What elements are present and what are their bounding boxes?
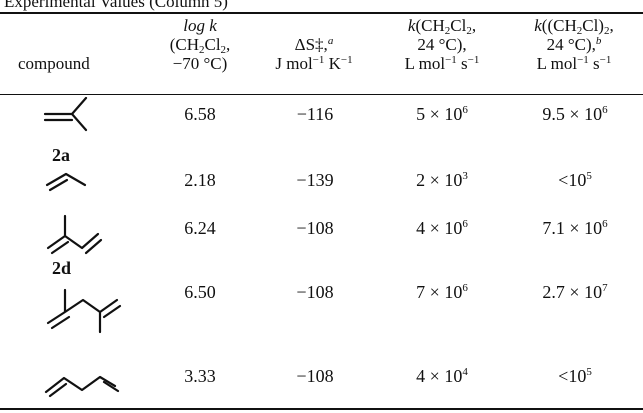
cell-k2-2: 7.1 × 106 — [512, 218, 638, 239]
structure-isobutene — [43, 96, 88, 132]
cell-k2-mantissa: 2.7 × 10 — [542, 282, 603, 302]
cell-k1-0: 5 × 106 — [384, 104, 500, 125]
cell-k2-exponent: 5 — [586, 170, 592, 182]
cell-ds-4: −108 — [296, 366, 334, 386]
header-k-dce: k((CH2Cl)2, 24 °C),b L mol−1 s−1 — [508, 16, 640, 73]
cell-k2-exponent: 6 — [602, 104, 608, 116]
header-compound: compound — [18, 54, 90, 73]
cell-k2-mantissa: 9.5 × 10 — [542, 104, 603, 124]
cell-k2-3: 2.7 × 107 — [512, 282, 638, 303]
cell-k1-4: 4 × 104 — [384, 366, 500, 387]
bottom-rule — [0, 408, 643, 410]
cell-logk-0: 6.58 — [184, 104, 216, 124]
cell-k1-mantissa: 2 × 10 — [416, 170, 463, 190]
structure-isoprene — [46, 214, 103, 255]
cell-k1-mantissa: 4 × 10 — [416, 366, 463, 386]
cell-k2-1: <105 — [512, 170, 638, 191]
top-rule — [0, 12, 643, 14]
cell-k2-exponent: 7 — [602, 282, 608, 294]
cell-k1-mantissa: 7 × 10 — [416, 282, 463, 302]
cell-logk-3: 6.50 — [184, 282, 216, 302]
structure-propene — [45, 172, 87, 192]
cell-k1-exponent: 6 — [462, 104, 468, 116]
structure-butadiene — [44, 375, 120, 398]
cell-logk-2: 6.24 — [184, 218, 216, 238]
header-k-dce-line2: 24 °C),b — [546, 35, 602, 54]
header-k-dcm-line3: L mol−1 s−1 — [404, 54, 480, 73]
cell-k2-exponent: 5 — [586, 366, 592, 378]
header-logk-line1: log k — [183, 16, 217, 35]
cell-k1-2: 4 × 106 — [384, 218, 500, 239]
cell-k2-mantissa: <10 — [558, 366, 587, 386]
cell-k1-exponent: 6 — [462, 282, 468, 294]
header-k-dcm-line1: k(CH2Cl2, — [407, 16, 477, 37]
cell-logk-4: 3.33 — [184, 366, 216, 386]
header-k-dcm-line2: 24 °C), — [417, 35, 467, 54]
header-k-dce-line1: k((CH2Cl)2, — [534, 16, 614, 37]
compound-label: 2a — [52, 145, 70, 165]
cell-k1-mantissa: 4 × 10 — [416, 218, 463, 238]
cell-k1-3: 7 × 106 — [384, 282, 500, 303]
cell-ds-3: −108 — [296, 282, 334, 302]
cell-logk-1: 2.18 — [184, 170, 216, 190]
cell-ds-1: −139 — [296, 170, 334, 190]
cell-k2-exponent: 6 — [602, 218, 608, 230]
header-rule — [0, 94, 643, 95]
cell-k1-mantissa: 5 × 10 — [416, 104, 463, 124]
structure-dimethylbutadiene — [46, 288, 122, 334]
header-entropy-line2: J mol−1 K−1 — [275, 54, 353, 73]
cell-ds-0: −116 — [296, 104, 334, 124]
header-logk: log k (CH2Cl2, −70 °C) — [152, 16, 248, 73]
header-k-dcm: k(CH2Cl2, 24 °C), L mol−1 s−1 — [382, 16, 502, 73]
cell-k2-mantissa: 7.1 × 10 — [542, 218, 603, 238]
compound-label: 2d — [52, 258, 72, 278]
header-entropy: ΔS‡,a J mol−1 K−1 — [254, 16, 374, 73]
header-k-dce-line3: L mol−1 s−1 — [536, 54, 612, 73]
cell-k1-exponent: 3 — [462, 170, 468, 182]
cell-k2-mantissa: <10 — [558, 170, 587, 190]
header-entropy-line1: ΔS‡,a — [294, 35, 334, 54]
cell-ds-2: −108 — [296, 218, 334, 238]
cell-k2-0: 9.5 × 106 — [512, 104, 638, 125]
cell-k2-4: <105 — [512, 366, 638, 387]
table-caption: Experimental Values (Column 5) — [4, 0, 228, 11]
cell-k1-1: 2 × 103 — [384, 170, 500, 191]
header-logk-line3: −70 °C) — [172, 54, 228, 73]
header-logk-line2: (CH2Cl2, — [169, 35, 231, 56]
cell-k1-exponent: 4 — [462, 366, 468, 378]
cell-k1-exponent: 6 — [462, 218, 468, 230]
